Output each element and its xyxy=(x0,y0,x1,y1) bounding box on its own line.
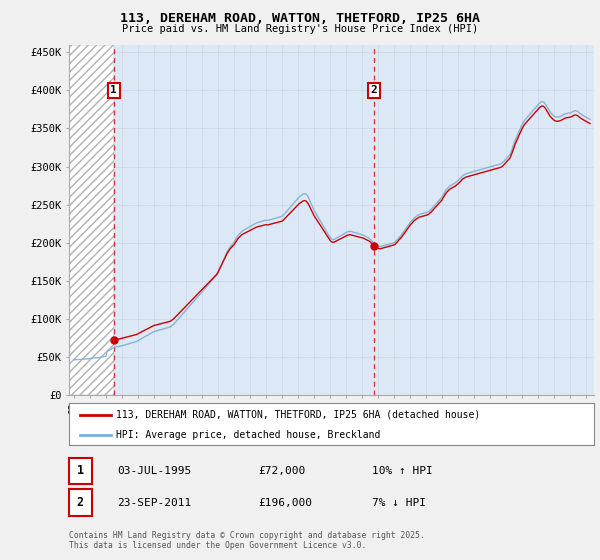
Text: 10% ↑ HPI: 10% ↑ HPI xyxy=(372,466,433,476)
Text: 03-JUL-1995: 03-JUL-1995 xyxy=(117,466,191,476)
Text: 2: 2 xyxy=(77,496,84,510)
Text: HPI: Average price, detached house, Breckland: HPI: Average price, detached house, Brec… xyxy=(116,430,380,440)
Text: This data is licensed under the Open Government Licence v3.0.: This data is licensed under the Open Gov… xyxy=(69,541,367,550)
Text: £72,000: £72,000 xyxy=(258,466,305,476)
Text: 113, DEREHAM ROAD, WATTON, THETFORD, IP25 6HA: 113, DEREHAM ROAD, WATTON, THETFORD, IP2… xyxy=(120,12,480,25)
Text: 113, DEREHAM ROAD, WATTON, THETFORD, IP25 6HA (detached house): 113, DEREHAM ROAD, WATTON, THETFORD, IP2… xyxy=(116,410,481,420)
Text: £196,000: £196,000 xyxy=(258,498,312,508)
Text: Price paid vs. HM Land Registry's House Price Index (HPI): Price paid vs. HM Land Registry's House … xyxy=(122,24,478,34)
Text: 1: 1 xyxy=(77,464,84,478)
Text: 7% ↓ HPI: 7% ↓ HPI xyxy=(372,498,426,508)
Text: Contains HM Land Registry data © Crown copyright and database right 2025.: Contains HM Land Registry data © Crown c… xyxy=(69,531,425,540)
Text: 2: 2 xyxy=(371,85,377,95)
Text: 23-SEP-2011: 23-SEP-2011 xyxy=(117,498,191,508)
Text: 1: 1 xyxy=(110,85,117,95)
